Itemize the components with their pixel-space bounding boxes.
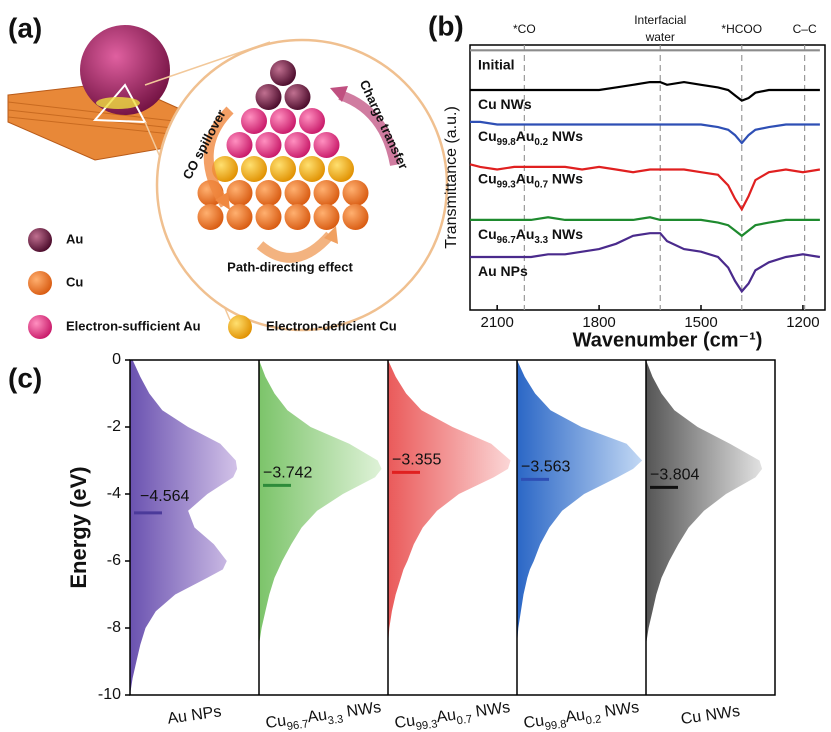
x-tick-label: Cu99.3Au0.7 NWs <box>394 699 512 732</box>
atom <box>256 204 282 230</box>
atom <box>285 204 311 230</box>
series-label: Cu96.7Au3.3 NWs <box>478 226 583 246</box>
annotation: Interfacial <box>634 13 686 27</box>
density-profile <box>130 360 237 695</box>
atom <box>285 132 311 158</box>
legend-swatch <box>28 271 52 295</box>
atom <box>270 156 296 182</box>
legend-label: Electron-deficient Cu <box>266 318 397 333</box>
y-tick-label: -4 <box>107 485 121 502</box>
legend-swatch <box>28 315 52 339</box>
x-axis-label: Wavenumber (cm⁻¹) <box>573 329 763 351</box>
density-profile <box>646 360 762 695</box>
atom <box>241 156 267 182</box>
legend-swatch <box>228 315 252 339</box>
annotation: *CO <box>513 22 536 36</box>
y-axis-label: Transmittance (a.u.) <box>443 106 460 249</box>
y-tick-label: -8 <box>107 619 121 636</box>
value-label: −3.563 <box>521 459 570 476</box>
atom <box>328 156 354 182</box>
y-axis-label: Energy (eV) <box>66 466 91 588</box>
panel-label: (c) <box>8 362 42 393</box>
legend-label: Electron-sufficient Au <box>66 318 201 333</box>
density-profile <box>388 360 511 695</box>
legend-label: Cu <box>66 274 83 289</box>
x-tick-label: Cu99.8Au0.2 NWs <box>523 699 641 732</box>
y-tick-label: -6 <box>107 552 121 569</box>
series-label: Cu NWs <box>478 96 532 112</box>
value-label: −3.742 <box>263 465 312 482</box>
atom <box>241 108 267 134</box>
atom <box>270 108 296 134</box>
legend-label: Au <box>66 231 83 246</box>
series-label: Cu99.3Au0.7 NWs <box>478 170 583 190</box>
atom <box>256 132 282 158</box>
atom <box>285 84 311 110</box>
atom <box>227 180 253 206</box>
atom <box>314 132 340 158</box>
x-tick-label: Cu96.7Au3.3 NWs <box>265 699 383 732</box>
series-label: Au NPs <box>478 263 528 279</box>
value-label: −4.564 <box>140 488 189 505</box>
atom <box>256 84 282 110</box>
atom <box>285 180 311 206</box>
y-tick-label: 0 <box>112 351 121 368</box>
y-tick-label: -2 <box>107 418 121 435</box>
atom <box>227 204 253 230</box>
density-profile <box>259 360 382 695</box>
value-label: −3.355 <box>392 452 441 469</box>
x-tick-label: Cu NWs <box>680 703 741 728</box>
atom <box>343 204 369 230</box>
figure: (a) Au Cu Electron-sufficient Au Electro… <box>0 0 831 732</box>
series-label: Cu99.8Au0.2 NWs <box>478 128 583 148</box>
atom <box>299 108 325 134</box>
annotation: water <box>645 30 675 44</box>
atom <box>314 180 340 206</box>
atom <box>299 156 325 182</box>
series-label: Initial <box>478 56 515 72</box>
diagram-label: Path-directing effect <box>227 259 353 274</box>
interface <box>96 97 140 109</box>
legend-swatch <box>28 228 52 252</box>
x-tick-label: 1200 <box>786 314 819 331</box>
atom <box>198 204 224 230</box>
y-tick-label: -10 <box>98 686 121 703</box>
atom <box>256 180 282 206</box>
x-tick-label: Au NPs <box>166 704 222 728</box>
density-profile <box>517 360 642 695</box>
panel-label: (a) <box>8 12 42 43</box>
x-tick-label: 2100 <box>480 314 513 331</box>
atom <box>314 204 340 230</box>
annotation: C–C <box>793 22 817 36</box>
atom <box>270 60 296 86</box>
value-label: −3.804 <box>650 467 699 484</box>
illustration <box>8 25 447 339</box>
panel-label: (b) <box>428 10 464 41</box>
atom <box>343 180 369 206</box>
atom <box>227 132 253 158</box>
annotation: *HCOO <box>721 22 762 36</box>
